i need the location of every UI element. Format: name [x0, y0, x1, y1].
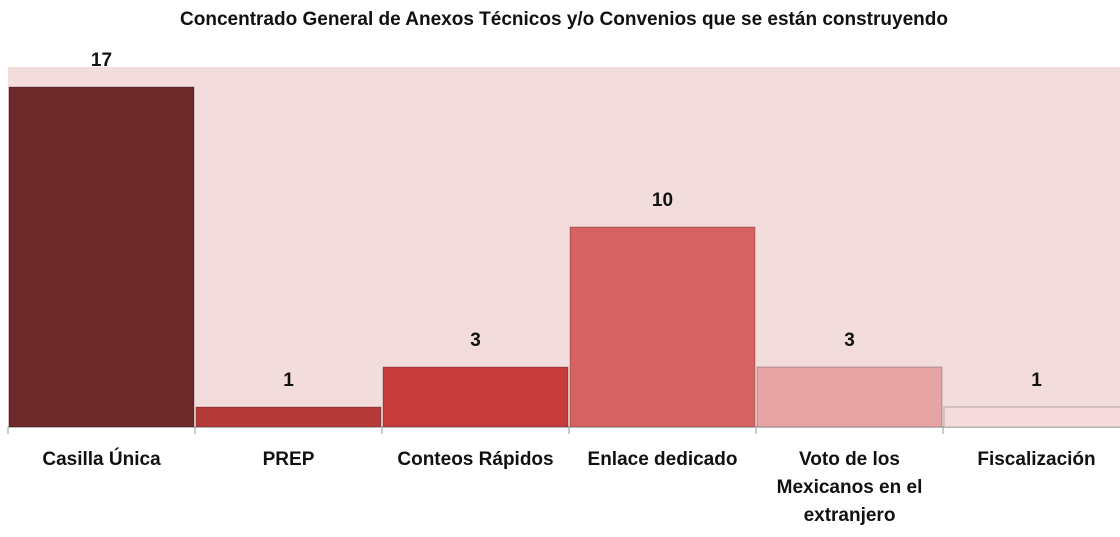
- bar: [195, 406, 382, 428]
- x-tick-label: Voto de los Mexicanos en el extranjero: [776, 449, 923, 526]
- chart-title: Concentrado General de Anexos Técnicos y…: [180, 9, 948, 30]
- bar: [756, 366, 943, 428]
- bar: [943, 406, 1120, 428]
- x-tick-label: Casilla Única: [42, 449, 161, 470]
- x-tick-label: Fiscalización: [977, 449, 1096, 470]
- x-tick-label: PREP: [262, 449, 315, 470]
- bar: [569, 226, 756, 428]
- bar: [8, 86, 195, 428]
- value-label: 17: [91, 50, 112, 71]
- value-label: 1: [283, 370, 294, 391]
- value-label: 3: [844, 330, 855, 351]
- x-tick-label: Enlace dedicado: [587, 449, 738, 470]
- value-label: 10: [652, 190, 673, 211]
- value-label: 3: [470, 330, 481, 351]
- value-label: 1: [1031, 370, 1042, 391]
- bar: [382, 366, 569, 428]
- x-tick-label: Conteos Rápidos: [397, 449, 554, 470]
